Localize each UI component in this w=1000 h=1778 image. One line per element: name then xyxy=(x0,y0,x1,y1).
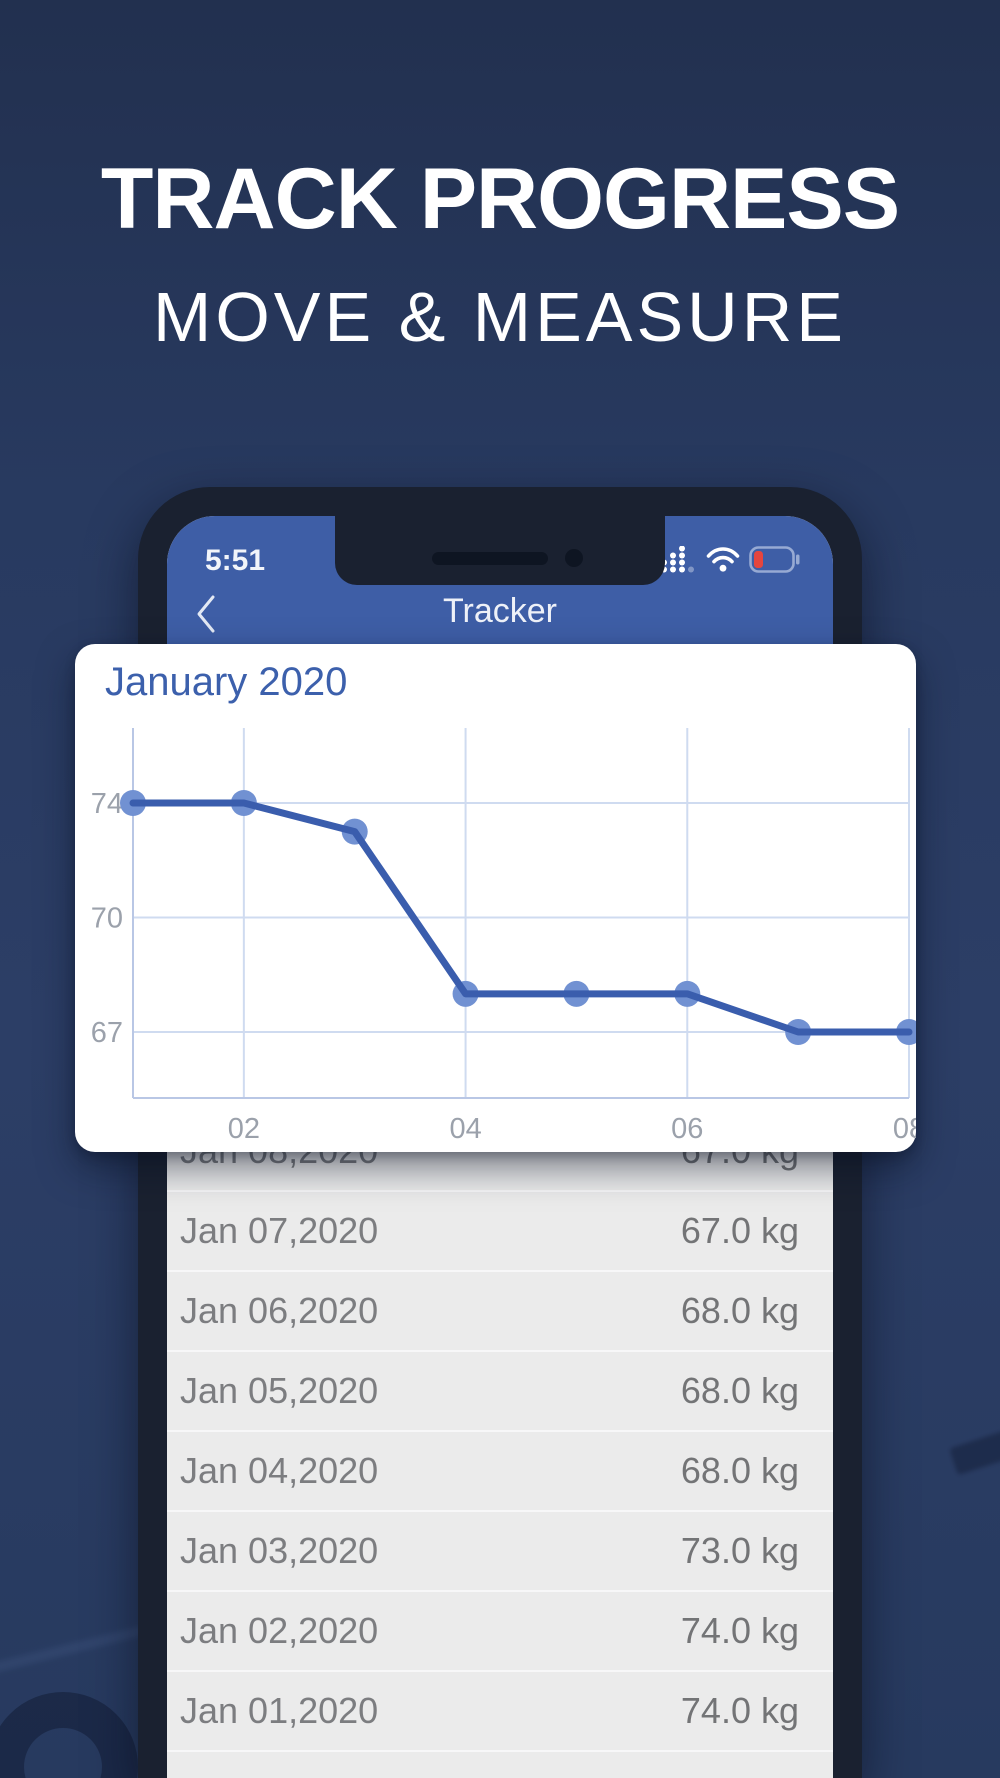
front-camera xyxy=(565,549,583,567)
svg-text:74: 74 xyxy=(91,788,123,820)
page-title: Tracker xyxy=(443,592,557,630)
svg-text:02: 02 xyxy=(228,1113,260,1145)
svg-text:70: 70 xyxy=(91,903,123,935)
entry-date: Jan 04,2020 xyxy=(180,1450,379,1491)
month-label: January 2020 xyxy=(105,660,348,704)
entry-weight: 73.0 kg xyxy=(680,1530,799,1571)
cellular-signal-icon xyxy=(661,546,694,573)
entry-weight: 68.0 kg xyxy=(680,1370,799,1411)
chart-card: January 2020 74 70 67 02 04 06 08 xyxy=(75,644,916,1152)
entry-date: Jan 03,2020 xyxy=(180,1530,379,1571)
entry-date: Jan 07,2020 xyxy=(180,1210,379,1251)
hero-title: TRACK PROGRESS xyxy=(100,151,900,247)
entry-date: Jan 05,2020 xyxy=(180,1370,379,1411)
weight-plate-ring-decor xyxy=(0,1692,138,1778)
entry-weight: 74.0 kg xyxy=(680,1610,799,1651)
app-header: 5:51 xyxy=(167,516,833,645)
svg-text:67: 67 xyxy=(91,1017,123,1049)
list-item[interactable]: Jan 03,2020 73.0 kg xyxy=(167,1512,833,1592)
svg-text:04: 04 xyxy=(449,1113,481,1145)
back-button[interactable] xyxy=(195,594,225,634)
svg-text:08: 08 xyxy=(893,1113,916,1145)
hero-subtitle: MOVE & MEASURE xyxy=(153,278,847,356)
wifi-icon xyxy=(706,547,740,572)
battery-icon xyxy=(749,546,800,573)
entry-date: Jan 01,2020 xyxy=(180,1690,379,1731)
background-patch-decor xyxy=(949,1428,1000,1476)
entry-weight: 74.0 kg xyxy=(680,1690,799,1731)
entry-weight: 68.0 kg xyxy=(680,1450,799,1491)
entry-date: Jan 06,2020 xyxy=(180,1290,379,1331)
svg-text:06: 06 xyxy=(671,1113,703,1145)
chevron-left-icon xyxy=(197,595,215,633)
statusbar-icons xyxy=(660,546,800,573)
weight-chart: 74 70 67 02 04 06 08 xyxy=(91,728,916,1145)
entry-weight: 67.0 kg xyxy=(680,1210,799,1251)
list-item[interactable]: Jan 06,2020 68.0 kg xyxy=(167,1272,833,1352)
speaker-slot xyxy=(432,552,548,565)
entry-weight: 68.0 kg xyxy=(680,1290,799,1331)
list-item[interactable]: Jan 07,2020 67.0 kg xyxy=(167,1192,833,1272)
list-item[interactable]: Jan 05,2020 68.0 kg xyxy=(167,1352,833,1432)
list-item[interactable]: Jan 01,2020 74.0 kg xyxy=(167,1672,833,1752)
statusbar-time: 5:51 xyxy=(205,544,266,577)
list-item[interactable]: Jan 04,2020 68.0 kg xyxy=(167,1432,833,1512)
list-item[interactable]: Jan 02,2020 74.0 kg xyxy=(167,1592,833,1672)
entry-date: Jan 02,2020 xyxy=(180,1610,379,1651)
phone-notch xyxy=(335,516,665,585)
